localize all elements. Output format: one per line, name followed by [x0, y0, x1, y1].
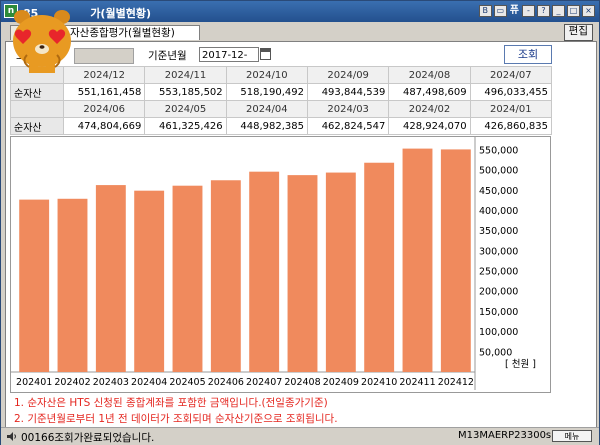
b-button[interactable]: B: [478, 5, 492, 17]
net-asset-value: 448,982,385: [225, 117, 308, 135]
close-button[interactable]: ×: [582, 5, 595, 17]
bar: [364, 162, 395, 372]
bar: [287, 175, 318, 372]
window-list-icon[interactable]: ▭: [493, 5, 507, 17]
net-asset-value: 461,325,426: [144, 117, 227, 135]
net-asset-value: 496,033,455: [469, 83, 553, 101]
month-header: 2024/06: [62, 100, 146, 118]
month-header: 2024/01: [469, 100, 553, 118]
mascot-avatar-icon: [13, 10, 71, 73]
net-asset-value: 474,804,669: [62, 117, 146, 135]
month-header: 2024/09: [306, 66, 390, 84]
table-row: 2024/06 2024/05 2024/04 2024/03 2024/02 …: [10, 100, 553, 118]
y-tick-label: 550,000: [479, 145, 518, 156]
app-logo-icon: n: [4, 4, 18, 18]
x-tick-label: 202406: [208, 377, 244, 388]
net-asset-value: 518,190,492: [225, 83, 308, 101]
content-panel: 고객 기준년월 2017-12-31 조회 2024/12 2024/11 20…: [5, 41, 597, 428]
bar: [402, 148, 433, 372]
y-tick-label: 50,000: [479, 347, 512, 358]
row-head: 순자산: [10, 83, 64, 101]
speaker-icon[interactable]: [7, 432, 17, 441]
title-bar[interactable]: n 85 가(월별현황) B ▭ 퓨 - ? _ □ ×: [1, 1, 599, 22]
calendar-icon[interactable]: [260, 48, 271, 60]
y-tick-label: 200,000: [479, 287, 518, 298]
menu-button[interactable]: 메뉴: [552, 430, 592, 442]
net-asset-table: 2024/12 2024/11 2024/10 2024/09 2024/08 …: [10, 66, 553, 135]
y-tick-label: 250,000: [479, 267, 518, 278]
month-header: 2024/05: [144, 100, 227, 118]
y-axis-unit-label: [ 천원 ]: [505, 359, 536, 370]
row-head: [10, 100, 64, 118]
x-tick-label: 202410: [361, 377, 397, 388]
bar: [95, 185, 126, 372]
x-tick-label: 202401: [16, 377, 52, 388]
bar: [134, 190, 165, 372]
x-tick-label: 202402: [54, 377, 90, 388]
month-header: 2024/10: [225, 66, 308, 84]
bar: [440, 149, 471, 372]
chart-area: 202401 202402 202403 202404 202405 202406 2024…: [10, 136, 551, 393]
status-message: 00166조회가완료되었습니다.: [21, 432, 155, 444]
note-1: 1. 순자산은 HTS 신청된 종합계좌를 포함한 금액입니다.(전일종가기준): [14, 397, 328, 409]
x-tick-label: 202405: [169, 377, 205, 388]
net-asset-bar-chart: 202401 202402 202403 202404 202405 202406 2024…: [11, 137, 536, 390]
table-row: 순자산 474,804,669 461,325,426 448,982,385 …: [10, 117, 553, 135]
y-tick-label: 150,000: [479, 307, 518, 318]
net-asset-value: 487,498,609: [388, 83, 471, 101]
month-header: 2024/12: [62, 66, 146, 84]
net-asset-value: 553,185,502: [144, 83, 227, 101]
bar: [19, 199, 50, 372]
y-tick-label: 100,000: [479, 327, 518, 338]
minus-button[interactable]: -: [522, 5, 535, 17]
minimize-button[interactable]: _: [552, 5, 565, 17]
net-asset-value: 551,161,458: [62, 83, 146, 101]
query-button[interactable]: 조회: [504, 45, 552, 64]
note-2: 2. 기준년월로부터 1년 전 데이터가 조회되며 순자산기준으로 조회됩니다.: [14, 413, 338, 425]
account-field[interactable]: [74, 48, 134, 64]
x-tick-label: 202412: [438, 377, 474, 388]
month-header: 2024/04: [225, 100, 308, 118]
y-tick-label: 450,000: [479, 186, 518, 197]
month-header: 2024/03: [306, 100, 390, 118]
tab-bar: 자산 자산종합평가(월별현황): [2, 23, 599, 41]
net-asset-value: 428,924,070: [388, 117, 471, 135]
bar: [249, 171, 280, 372]
y-tick-label: 500,000: [479, 166, 518, 177]
x-tick-label: 202409: [323, 377, 359, 388]
tab-monthly-evaluation[interactable]: 자산종합평가(월별현황): [64, 25, 200, 40]
x-tick-label: 202403: [93, 377, 129, 388]
net-asset-value: 426,860,835: [469, 117, 553, 135]
maximize-button[interactable]: □: [567, 5, 580, 17]
x-tick-label: 202404: [131, 377, 167, 388]
month-header: 2024/11: [144, 66, 227, 84]
x-tick-label: 202408: [284, 377, 320, 388]
base-month-input[interactable]: 2017-12-31: [199, 47, 259, 76]
x-tick-label: 202407: [246, 377, 282, 388]
screen-code: M13MAERP23300smaer: [458, 430, 578, 441]
bar: [172, 185, 203, 372]
help-button[interactable]: ?: [537, 5, 550, 17]
y-tick-label: 300,000: [479, 246, 518, 257]
net-asset-value: 493,844,539: [306, 83, 390, 101]
bar: [210, 180, 241, 372]
month-header: 2024/07: [469, 66, 553, 84]
bar: [325, 172, 356, 372]
status-bar: 00166조회가완료되었습니다. M13MAERP23300smaer 메뉴: [1, 427, 599, 445]
y-tick-label: 400,000: [479, 206, 518, 217]
edit-button[interactable]: 편집: [563, 24, 593, 41]
table-row: 순자산 551,161,458 553,185,502 518,190,492 …: [10, 83, 553, 101]
x-tick-label: 202411: [399, 377, 435, 388]
net-asset-value: 462,824,547: [306, 117, 390, 135]
row-head: 순자산: [10, 117, 64, 135]
bar: [57, 198, 88, 372]
month-header: 2024/02: [388, 100, 471, 118]
table-row: 2024/12 2024/11 2024/10 2024/09 2024/08 …: [10, 66, 553, 84]
base-month-label: 기준년월: [148, 50, 187, 62]
y-tick-label: 350,000: [479, 226, 518, 237]
function-button[interactable]: 퓨: [509, 5, 519, 16]
month-header: 2024/08: [388, 66, 471, 84]
